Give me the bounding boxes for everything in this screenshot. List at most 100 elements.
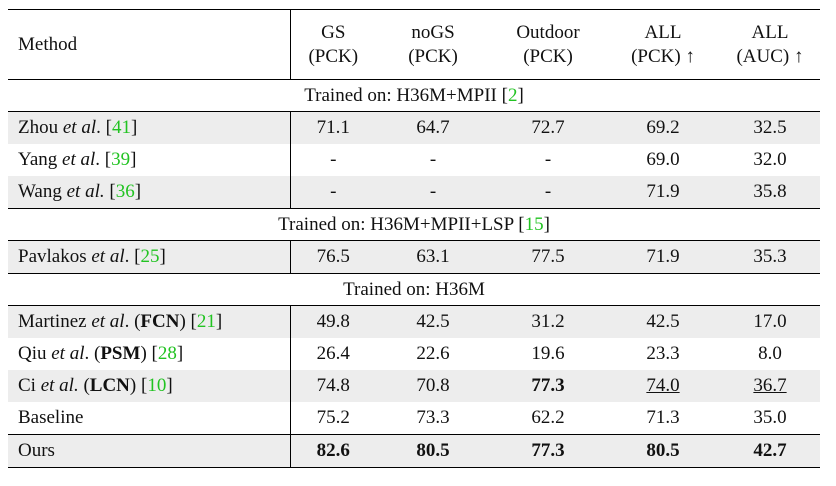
header-text: Method [18, 33, 78, 55]
text: 23.3 [646, 343, 680, 364]
text: . ( [84, 343, 101, 364]
group-row: Trained on: H36M [8, 273, 820, 306]
value-cell: 74.8 [290, 370, 376, 402]
data-row: Pavlakos et al. [25] 76.5 63.1 77.5 71.9 35.3 [8, 240, 820, 274]
text: 26.4 [316, 343, 350, 364]
bold-text: 80.5 [416, 440, 450, 461]
text: 42.5 [646, 311, 680, 332]
header-text: (PCK) ↑ [631, 45, 695, 67]
underline-text: 36.7 [753, 375, 787, 396]
text: 72.7 [531, 117, 565, 138]
value-cell: 31.2 [490, 305, 606, 338]
value-cell: 74.0 [606, 370, 720, 402]
text: 69.0 [646, 149, 680, 170]
text: ) [ [179, 311, 197, 332]
value-cell: 23.3 [606, 338, 720, 370]
italic-text: et al [62, 117, 97, 138]
text: 8.0 [758, 343, 782, 364]
cite-text: 2 [507, 84, 518, 106]
header-text: noGS [411, 21, 455, 43]
value-cell: 69.0 [606, 144, 720, 176]
text: Trained on: H36M+MPII+LSP [ [278, 213, 525, 235]
cite-text: 15 [524, 213, 544, 235]
text: 71.9 [646, 181, 680, 202]
cite-text: 41 [111, 117, 131, 138]
italic-text: et al [91, 246, 125, 267]
text: ] [543, 213, 550, 235]
text: 74.8 [316, 375, 350, 396]
text: 19.6 [531, 343, 565, 364]
bold-text: FCN [140, 311, 180, 332]
cite-text: 25 [140, 246, 160, 267]
text: ) [ [129, 375, 148, 396]
text: 75.2 [316, 407, 350, 428]
group-row: Trained on: H36M+MPII+LSP [15] [8, 208, 820, 241]
text: 71.3 [646, 407, 680, 428]
value-cell: - [490, 144, 606, 176]
value-cell: 26.4 [290, 338, 376, 370]
text: 32.0 [753, 149, 787, 170]
value-cell: 17.0 [720, 305, 820, 338]
column-header: ALL (PCK) ↑ [606, 9, 720, 80]
value-cell: 62.2 [490, 402, 606, 435]
header-text: (PCK) [408, 45, 458, 67]
group-title: Trained on: H36M [8, 273, 820, 306]
text: 31.2 [531, 311, 565, 332]
header-text: GS [321, 21, 346, 43]
text: 32.5 [753, 117, 787, 138]
cite-text: 10 [147, 375, 167, 396]
text: Martinez [18, 311, 92, 332]
text: . [ [95, 149, 112, 170]
results-table: Method GS (PCK) noGS (PCK) Outdoor (PCK) ALL (PC… [8, 9, 820, 468]
value-cell: 36.7 [720, 370, 820, 402]
underline-text: 74.0 [646, 375, 680, 396]
text: . ( [124, 311, 141, 332]
text: 62.2 [531, 407, 565, 428]
header-text: ALL [644, 21, 682, 43]
value-cell: - [376, 176, 490, 209]
value-cell: 80.5 [606, 434, 720, 468]
bold-text: 82.6 [316, 440, 350, 461]
cite-text: 36 [115, 181, 135, 202]
data-row: Ours 82.6 80.5 77.3 80.5 42.7 [8, 434, 820, 468]
value-cell: 64.7 [376, 111, 490, 144]
method-cell: Ours [8, 434, 291, 468]
data-row: Qiu et al. (PSM) [28] 26.4 22.6 19.6 23.3 8.0 [8, 338, 820, 370]
value-cell: 70.8 [376, 370, 490, 402]
text: 42.5 [416, 311, 450, 332]
text: ] [134, 181, 142, 202]
value-cell: 71.9 [606, 176, 720, 209]
value-cell: 42.5 [606, 305, 720, 338]
text: 35.8 [753, 181, 787, 202]
text: - [330, 149, 337, 170]
text: 71.1 [316, 117, 350, 138]
data-row: Yang et al. [39] - - - 69.0 32.0 [8, 144, 820, 176]
text: Yang [18, 149, 63, 170]
data-row: Ci et al. (LCN) [10] 74.8 70.8 77.3 74.0 36.7 [8, 370, 820, 402]
bold-text: 77.3 [531, 440, 565, 461]
method-cell: Pavlakos et al. [25] [8, 240, 291, 274]
column-header: noGS (PCK) [376, 9, 490, 80]
bold-text: LCN [89, 375, 130, 396]
value-cell: 63.1 [376, 240, 490, 274]
text: Ours [18, 440, 55, 461]
text: 76.5 [316, 246, 350, 267]
text: ( [78, 375, 90, 396]
italic-text: et al [62, 149, 96, 170]
value-cell: 77.5 [490, 240, 606, 274]
value-cell: 42.5 [376, 305, 490, 338]
value-cell: - [490, 176, 606, 209]
italic-text: et al [51, 343, 85, 364]
value-cell: - [376, 144, 490, 176]
text: 77.5 [531, 246, 565, 267]
method-cell: Martinez et al. (FCN) [21] [8, 305, 291, 338]
text: - [330, 181, 337, 202]
header-text: (PCK) [308, 45, 359, 67]
text: [ [104, 181, 116, 202]
method-cell: Yang et al. [39] [8, 144, 291, 176]
header-row: Method GS (PCK) noGS (PCK) Outdoor (PCK) ALL (PC… [8, 9, 820, 80]
text: 49.8 [316, 311, 350, 332]
text: Baseline [18, 407, 84, 428]
text: 22.6 [416, 343, 450, 364]
text: ) [ [140, 343, 158, 364]
